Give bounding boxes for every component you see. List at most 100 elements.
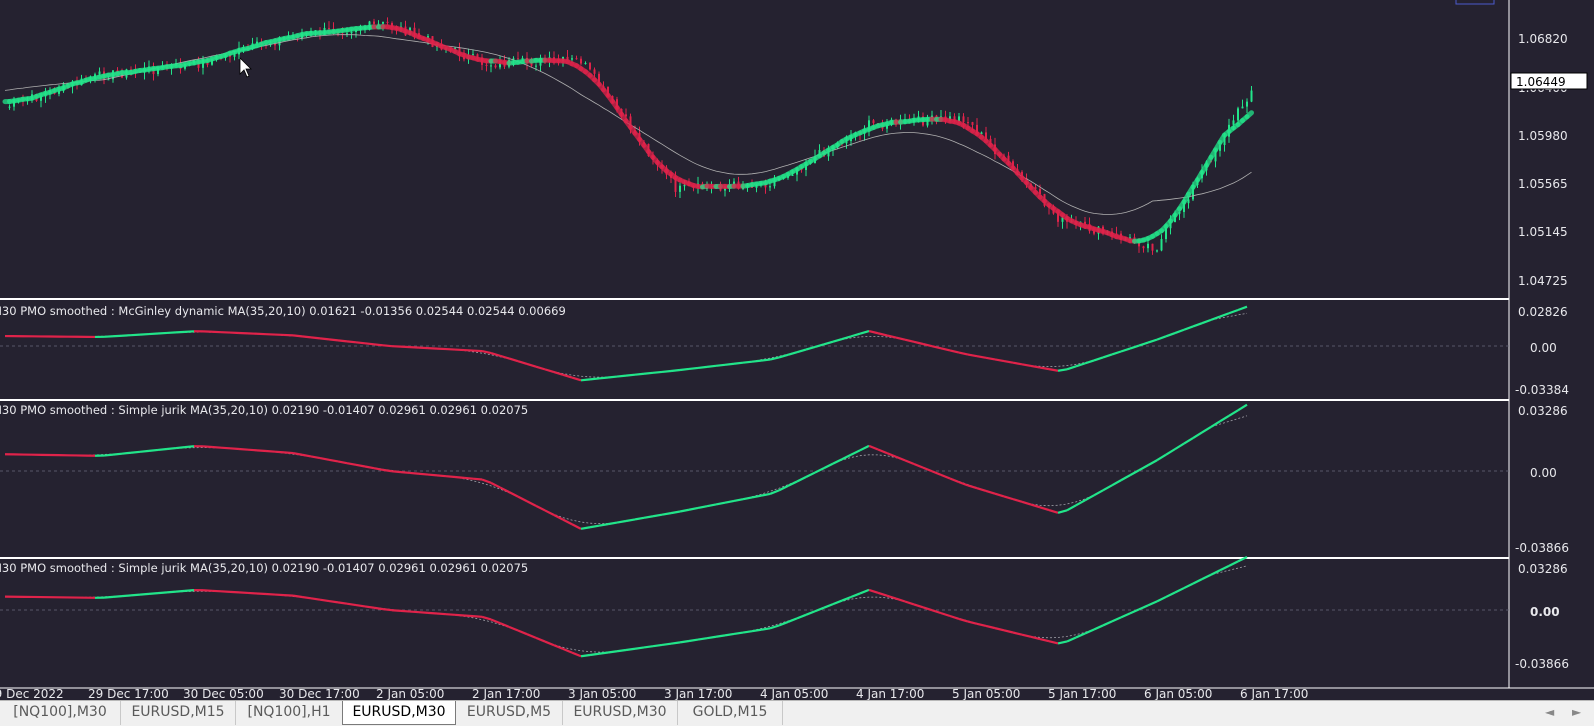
pmo-segment [1229,410,1238,416]
candle-body [576,58,578,59]
pmo-segment [131,452,140,453]
tab-eurusd-m30-active[interactable]: EURUSD,M30 [342,701,456,725]
time-tick: 4 Jan 05:00 [760,687,828,700]
pmo-segment [455,477,464,478]
pmo-segment [122,453,131,454]
tab-label: [NQ100],M30 [13,704,106,720]
pmo-segment [743,497,752,499]
pmo-segment [347,604,356,605]
pmo-segment [950,350,959,352]
time-tick: 2 Jan 17:00 [472,687,540,700]
pmo-segment [662,371,671,372]
panel3-tick: -0.03866 [1515,657,1569,671]
pmo-segment [203,446,212,447]
time-tick: 29 Dec 17:00 [88,687,169,700]
panel2-tick: -0.03866 [1515,541,1569,555]
pmo-segment [527,634,536,638]
pmo-segment [1220,313,1229,316]
candle-body [967,122,969,123]
pmo-segment [860,590,869,594]
candle-body [517,58,519,59]
pmo-segment [1103,485,1112,490]
candle-body [472,54,474,55]
pmo-segment [365,467,374,469]
pmo-segment [815,344,824,347]
pmo-segment [1049,641,1058,643]
pmo-segment [1202,427,1211,433]
tab-nq100-m30[interactable]: [NQ100],M30 [0,701,121,725]
pmo-segment [365,343,374,344]
scroll-marker[interactable] [1456,0,1494,4]
pmo-segment [689,368,698,369]
pmo-segment [311,337,320,338]
pmo-segment [590,654,599,655]
pmo-segment [518,631,527,635]
pmo-segment [770,357,779,359]
pmo-segment [986,358,995,360]
pmo-segment [644,646,653,647]
pmo-segment [1121,475,1130,480]
pmo-segment [104,336,113,337]
pmo-segment [788,481,797,485]
pmo-segment [1175,588,1184,592]
tab-gold-m15[interactable]: GOLD,M15 [678,701,783,725]
pmo-segment [419,474,428,475]
pmo-segment [1211,421,1220,427]
pmo-segment [707,366,716,367]
pmo-segment [536,506,545,511]
candle-body [535,66,537,67]
tab-scroll-right-icon[interactable]: ► [1572,705,1581,719]
tab-eurusd-m5[interactable]: EURUSD,M5 [456,701,563,725]
pmo-segment [698,367,707,368]
tab-scroll-left-icon[interactable]: ◄ [1545,705,1554,719]
time-tick: 2 Jan 05:00 [376,687,444,700]
pmo-segment [1076,363,1085,366]
time-tick: 30 Dec 05:00 [183,687,264,700]
pmo-segment [788,352,797,355]
pmo-segment [608,651,617,652]
time-tick: 3 Jan 17:00 [664,687,732,700]
pmo-segment [140,334,149,335]
pmo-segment [590,526,599,528]
panel3-title: M30 PMO smoothed : Simple jurik MA(35,20… [0,561,528,575]
pmo-segment [338,461,347,463]
pmo-segment [896,457,905,461]
candle-body [769,186,771,187]
pmo-segment [365,606,374,607]
pmo-segment [815,608,824,612]
pmo-segment [203,590,212,591]
pmo-segment [464,615,473,616]
pmo-segment [959,482,968,485]
pmo-segment [1184,584,1193,588]
pmo-segment [248,450,257,451]
pmo-segment [1238,405,1247,411]
pmo-segment [302,455,311,457]
time-tick: 6 Jan 05:00 [1144,687,1212,700]
tab-eurusd-m15[interactable]: EURUSD,M15 [121,701,236,725]
pmo-segment [149,334,158,335]
candle-body [1161,239,1163,250]
pmo-segment [104,455,113,456]
pmo-segment [1022,364,1031,366]
pmo-segment [329,601,338,602]
pmo-segment [563,520,572,525]
tab-eurusd-m30[interactable]: EURUSD,M30 [563,701,678,725]
candle-body [373,21,375,23]
candle-body [382,22,384,24]
candle-body [495,65,497,67]
pmo-segment [554,645,563,649]
pmo-segment [320,458,329,460]
pmo-segment [131,335,140,336]
pmo-segment [122,595,131,596]
tab-nq100-h1[interactable]: [NQ100],H1 [236,701,343,725]
candle-body [328,28,330,29]
pmo-segment [950,479,959,483]
pmo-segment [824,342,833,345]
pmo-segment [1130,346,1139,349]
pmo-segment [842,455,851,459]
pmo-segment [635,647,644,648]
pmo-segment [1085,495,1094,500]
pmo-segment [275,595,284,596]
pmo-segment [374,608,383,609]
pmo-segment [626,519,635,521]
